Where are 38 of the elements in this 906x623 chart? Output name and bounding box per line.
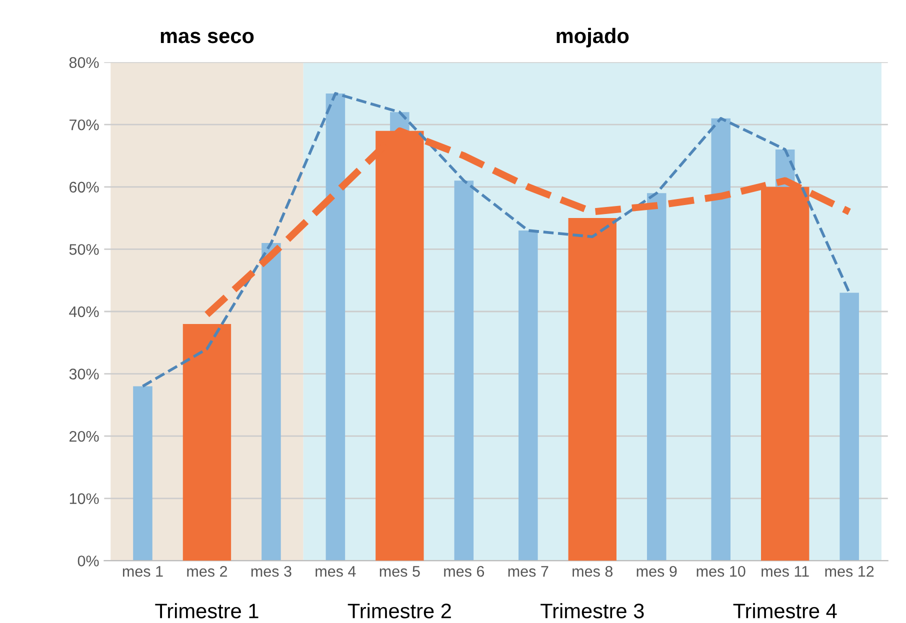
bar — [711, 118, 730, 561]
bar — [518, 230, 538, 561]
y-tick-label: 30% — [69, 368, 99, 380]
y-tick-label: 10% — [70, 493, 99, 504]
band-label: mojado — [556, 28, 629, 48]
bar — [454, 180, 474, 561]
x-tick-label: mes 10 — [696, 566, 746, 577]
bar — [262, 242, 281, 561]
bar — [133, 386, 152, 561]
x-tick-label: mes 2 — [187, 566, 228, 577]
x-tick-label: mes 3 — [251, 566, 292, 577]
x-tick-label: mes 4 — [316, 566, 356, 577]
bar — [840, 292, 859, 561]
x-tick-label: mes 1 — [122, 566, 163, 577]
line-series — [141, 92, 851, 388]
text: Trimestre 1 — [155, 603, 258, 618]
x-tick-label: mes 9 — [636, 566, 677, 577]
text: Trimestre 3 — [540, 603, 644, 618]
y-tick-label: 70% — [70, 119, 99, 130]
x-tick-label: mes 12 — [825, 566, 874, 577]
y-tick-label: 40% — [69, 306, 99, 318]
text: Trimestre 2 — [348, 603, 451, 618]
band-label: mas seco — [160, 32, 254, 44]
x-tick-label: mes 11 — [762, 566, 809, 577]
y-tick-label: 20% — [70, 430, 99, 442]
text: Trimestre 4 — [733, 603, 837, 618]
bar — [646, 193, 666, 561]
y-tick-label: 0% — [78, 556, 99, 566]
y-tick-label: 60% — [70, 182, 99, 193]
bar — [568, 218, 616, 561]
bar — [182, 324, 232, 561]
x-tick-label: mes 7 — [508, 566, 548, 577]
bar — [326, 93, 346, 561]
y-tick-label: 80% — [69, 57, 99, 68]
y-tick-label: 50% — [69, 244, 99, 255]
x-tick-label: mes 8 — [572, 566, 613, 577]
x-tick-label: mes 5 — [380, 566, 420, 577]
x-tick-label: mes 6 — [444, 566, 484, 577]
